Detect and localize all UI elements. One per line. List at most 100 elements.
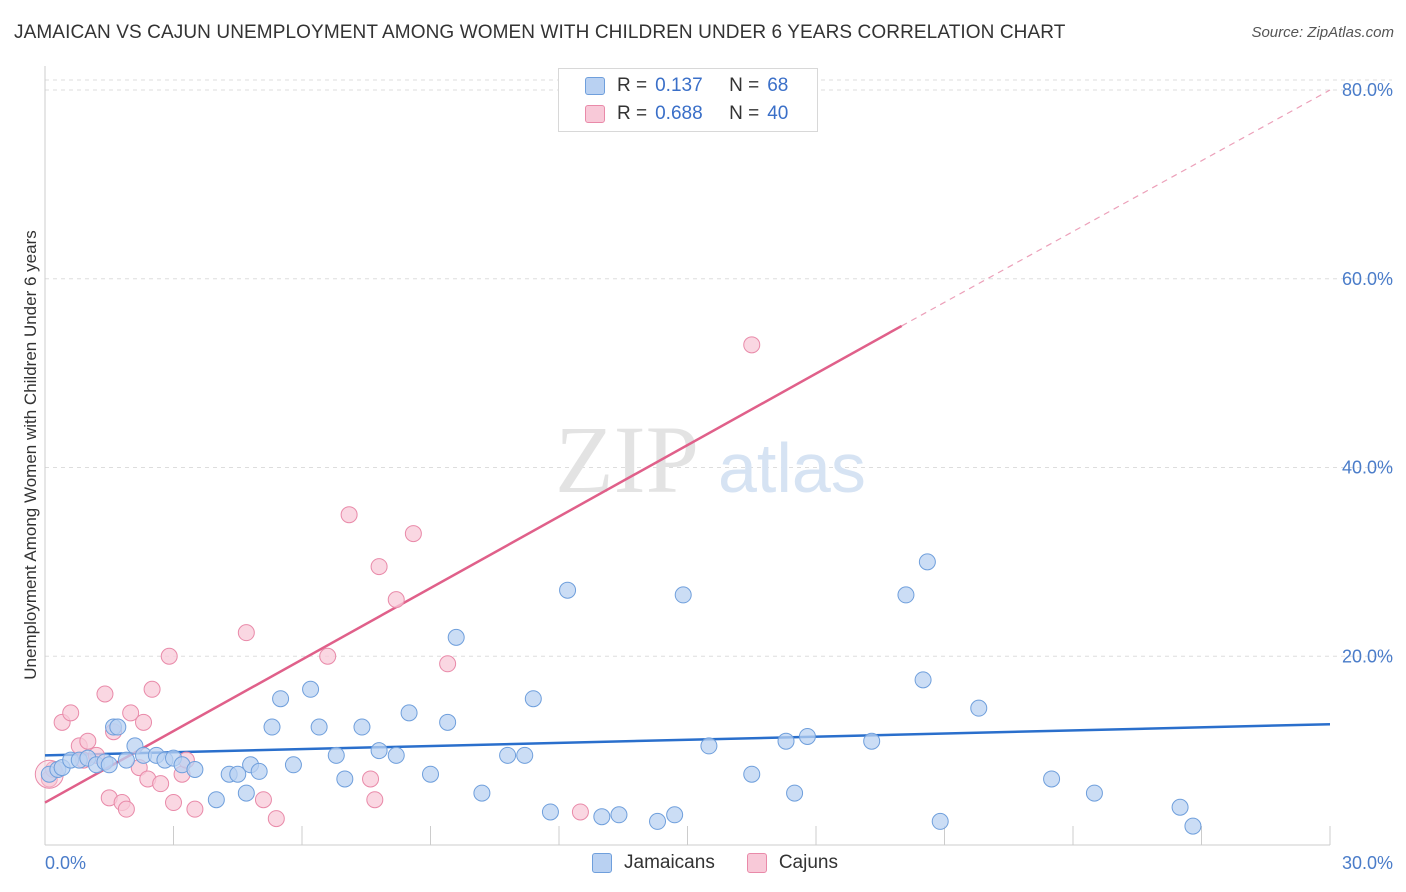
legend-row-jamaicans: R = 0.137 N = 68 xyxy=(585,73,788,99)
legend-r-label: R = xyxy=(617,103,648,124)
jamaican-point xyxy=(310,718,328,736)
y-tick-label: 80.0% xyxy=(1342,80,1393,100)
tick-labels: 20.0% 40.0% 60.0% 80.0% 0.0% 30.0% xyxy=(45,80,1393,873)
jamaican-point xyxy=(186,761,204,778)
trend-lines xyxy=(44,89,1331,804)
legend-label-jamaicans: Jamaicans xyxy=(624,852,715,873)
jamaican-point xyxy=(473,784,491,802)
cajun-point xyxy=(122,704,140,722)
axes xyxy=(44,66,1331,846)
cajun-point xyxy=(237,624,255,642)
cajun-point xyxy=(404,525,422,543)
jamaican-point xyxy=(700,737,718,755)
jamaican-point xyxy=(263,718,281,736)
jamaican-point xyxy=(117,751,135,769)
cajun-point xyxy=(387,591,405,609)
legend-n-value: 40 xyxy=(767,103,789,124)
jamaican-point xyxy=(400,704,418,722)
legend-item-jamaicans: Jamaicans xyxy=(592,852,715,874)
jamaican-point xyxy=(207,791,225,809)
legend-label-cajuns: Cajuns xyxy=(778,852,838,873)
legend-n-label: N = xyxy=(729,103,760,124)
cajun-trend-line xyxy=(44,324,903,804)
jamaican-point xyxy=(370,742,388,760)
jamaican-point xyxy=(447,628,465,646)
jamaican-point xyxy=(499,746,517,764)
cajun-point xyxy=(62,704,80,722)
jamaican-point xyxy=(863,732,881,750)
cajun-point xyxy=(186,800,204,818)
y-axis-label: Unemployment Among Women with Children U… xyxy=(21,230,40,679)
jamaican-point xyxy=(353,718,371,736)
jamaican-point xyxy=(918,553,936,571)
jamaican-point xyxy=(743,765,761,783)
legend: R = 0.137 N = 68 R = 0.688 N = 40 xyxy=(558,68,818,132)
jamaican-point xyxy=(516,746,534,764)
cajun-point xyxy=(135,713,153,731)
legend-swatch-cajuns xyxy=(585,105,605,123)
chart-title: JAMAICAN VS CAJUN UNEMPLOYMENT AMONG WOM… xyxy=(14,22,1066,43)
jamaican-point xyxy=(284,756,302,774)
watermark-zip: ZIP xyxy=(555,406,699,513)
cajun-point xyxy=(340,506,358,524)
jamaican-point xyxy=(1085,784,1103,802)
jamaican-point xyxy=(272,690,290,708)
cajun-point xyxy=(143,680,161,698)
jamaican-point xyxy=(786,784,804,802)
jamaican-point xyxy=(439,713,457,731)
jamaican-point xyxy=(798,727,816,745)
watermark-atlas: atlas xyxy=(718,429,866,507)
y-tick-label: 60.0% xyxy=(1342,269,1393,289)
cajun-point xyxy=(96,685,114,703)
legend-row-cajuns: R = 0.688 N = 40 xyxy=(585,101,788,127)
jamaican-point xyxy=(897,586,915,604)
series-legend: Jamaicans Cajuns xyxy=(592,852,870,874)
jamaican-point xyxy=(250,762,268,780)
jamaican-point xyxy=(1043,770,1061,788)
cajun-point xyxy=(743,336,761,354)
jamaican-points xyxy=(40,553,1202,835)
cajun-point xyxy=(152,775,170,793)
legend-n-value: 68 xyxy=(767,75,789,96)
legend-r-value: 0.137 xyxy=(655,75,703,96)
x-tick-label: 0.0% xyxy=(45,853,86,873)
cajun-point xyxy=(267,810,285,828)
y-tick-label: 20.0% xyxy=(1342,646,1393,666)
legend-r-label: R = xyxy=(617,75,648,96)
jamaican-point xyxy=(666,806,684,824)
legend-swatch-cajuns xyxy=(746,853,767,873)
cajun-point xyxy=(439,655,457,673)
jamaican-point xyxy=(422,765,439,783)
cajun-point xyxy=(160,647,178,665)
cajun-point xyxy=(370,558,388,576)
jamaican-point xyxy=(1171,798,1189,816)
cajun-point xyxy=(366,791,384,809)
cajun-point xyxy=(362,770,380,788)
x-tick-label: 30.0% xyxy=(1342,853,1393,873)
jamaican-point xyxy=(674,586,692,604)
cajun-point xyxy=(254,791,272,809)
legend-n-label: N = xyxy=(729,75,760,96)
cajun-point xyxy=(117,800,135,818)
jamaican-point xyxy=(237,784,255,802)
jamaican-point xyxy=(302,680,320,698)
grid-lines xyxy=(45,79,1392,657)
legend-swatch-jamaicans xyxy=(585,77,605,95)
jamaican-point xyxy=(649,812,667,830)
legend-swatch-jamaicans xyxy=(592,853,612,873)
jamaican-point xyxy=(541,803,559,821)
jamaican-point xyxy=(109,718,127,736)
jamaican-point xyxy=(593,808,611,826)
jamaican-trend-line xyxy=(44,722,1331,757)
cajun-point xyxy=(165,794,182,812)
jamaican-point xyxy=(387,746,405,764)
cajun-point xyxy=(319,647,337,665)
jamaican-point xyxy=(229,765,247,783)
jamaican-point xyxy=(336,770,354,788)
cajun-point xyxy=(571,803,589,821)
jamaican-point xyxy=(931,812,949,830)
source-label: Source: ZipAtlas.com xyxy=(1251,24,1394,41)
jamaican-point xyxy=(327,746,345,764)
jamaican-point xyxy=(970,699,988,717)
